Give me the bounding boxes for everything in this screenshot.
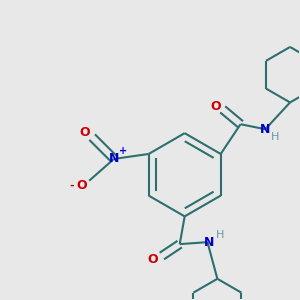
Text: -: - (69, 181, 74, 191)
Text: O: O (76, 179, 87, 192)
Text: H: H (216, 230, 224, 240)
Text: N: N (260, 123, 271, 136)
Text: N: N (109, 152, 119, 165)
Text: H: H (271, 132, 279, 142)
Text: +: + (119, 146, 127, 156)
Text: O: O (79, 126, 90, 139)
Text: O: O (210, 100, 221, 113)
Text: N: N (204, 236, 214, 249)
Text: O: O (148, 254, 158, 266)
